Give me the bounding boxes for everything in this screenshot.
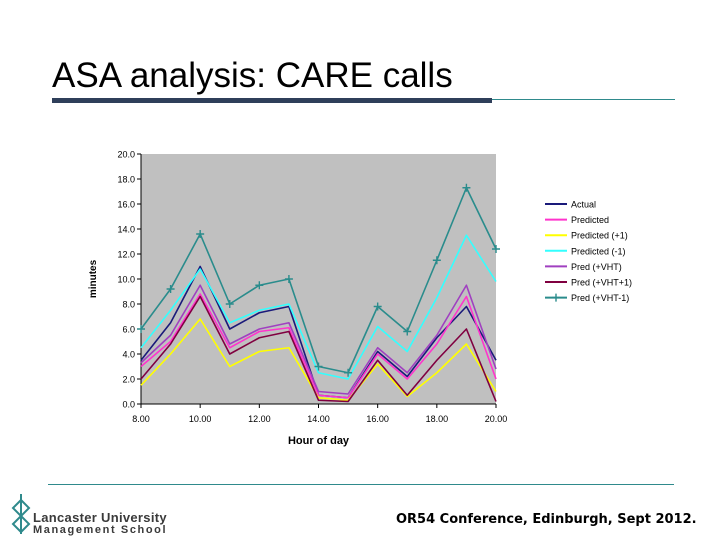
slide-title: ASA analysis: CARE calls: [52, 56, 453, 95]
y-tick-label-8: 16.0: [117, 200, 135, 210]
y-tick-label-7: 14.0: [117, 225, 135, 235]
y-tick-label-2: 4.0: [122, 350, 135, 360]
title-underline: [52, 98, 492, 103]
series-point-6-5: [284, 275, 293, 283]
legend-label-6: Pred (+VHT-1): [571, 293, 629, 303]
ot-chart: 0.0 2.0 4.0 6.0 8.0 10.0 12.0 14.0 16.0 18.0 20.0 8…: [88, 150, 632, 448]
series-point-6-10: [432, 256, 441, 265]
y-tick-label-4: 8.0: [122, 300, 135, 310]
series-point-6-4: [255, 281, 264, 290]
y-tick-label-3: 6.0: [122, 325, 135, 335]
series-point-6-6: [314, 362, 323, 371]
x-axis-label: Hour of day: [288, 435, 350, 447]
y-tick-label-10: 20.0: [117, 150, 135, 160]
series-point-6-8: [373, 302, 382, 311]
y-axis-label: minutes: [88, 259, 99, 298]
footer-text: OR54 Conference, Edinburgh, Sept 2012.: [396, 512, 697, 527]
legend-label-4: Pred (+VHT): [571, 262, 622, 272]
logo-line-1: Lancaster University: [33, 510, 167, 525]
series-point-6-3: [225, 300, 234, 308]
y-tick-label-5: 10.0: [117, 275, 135, 285]
y-tick-label-0: 0.0: [122, 400, 135, 410]
y-tick-label-6: 12.0: [117, 250, 135, 260]
series-line-5: [140, 295, 497, 403]
legend-label-5: Pred (+VHT+1): [571, 278, 632, 288]
title-rule-extension: [492, 99, 675, 100]
logo-line-2: Management School: [33, 524, 168, 536]
legend-label-2: Predicted (+1): [571, 231, 628, 241]
series-line-3: [140, 234, 497, 380]
series-point-6-2: [196, 230, 205, 238]
plot-area: [141, 154, 496, 404]
series-point-6-12: [492, 245, 500, 253]
legend-label-1: Predicted: [571, 215, 609, 225]
x-tick-label-3: 14.00: [307, 414, 330, 424]
university-logo-icon: [11, 494, 31, 534]
x-tick-label-0: 8.00: [132, 414, 150, 424]
series-point-6-1: [166, 285, 175, 293]
series-line-4: [140, 284, 497, 395]
footer-rule: [48, 484, 674, 485]
series-line-2: [140, 318, 497, 402]
series-point-6-11: [462, 183, 471, 192]
series-point-6-9: [403, 327, 412, 336]
x-tick-label-6: 20.00: [485, 414, 508, 424]
series-point-6-7: [344, 368, 353, 377]
x-tick-label-1: 10.00: [189, 414, 212, 424]
legend-label-3: Predicted (-1): [571, 246, 626, 256]
series-point-6-0: [137, 325, 145, 333]
y-tick-label-1: 2.0: [122, 375, 135, 385]
legend-label-0: Actual: [571, 200, 596, 210]
legend-marker-6: [552, 293, 560, 302]
x-tick-label-5: 18.00: [426, 414, 449, 424]
x-tick-label-4: 16.00: [366, 414, 389, 424]
series-line-1: [140, 293, 497, 399]
y-tick-label-9: 18.0: [117, 175, 135, 185]
x-tick-label-2: 12.00: [248, 414, 271, 424]
